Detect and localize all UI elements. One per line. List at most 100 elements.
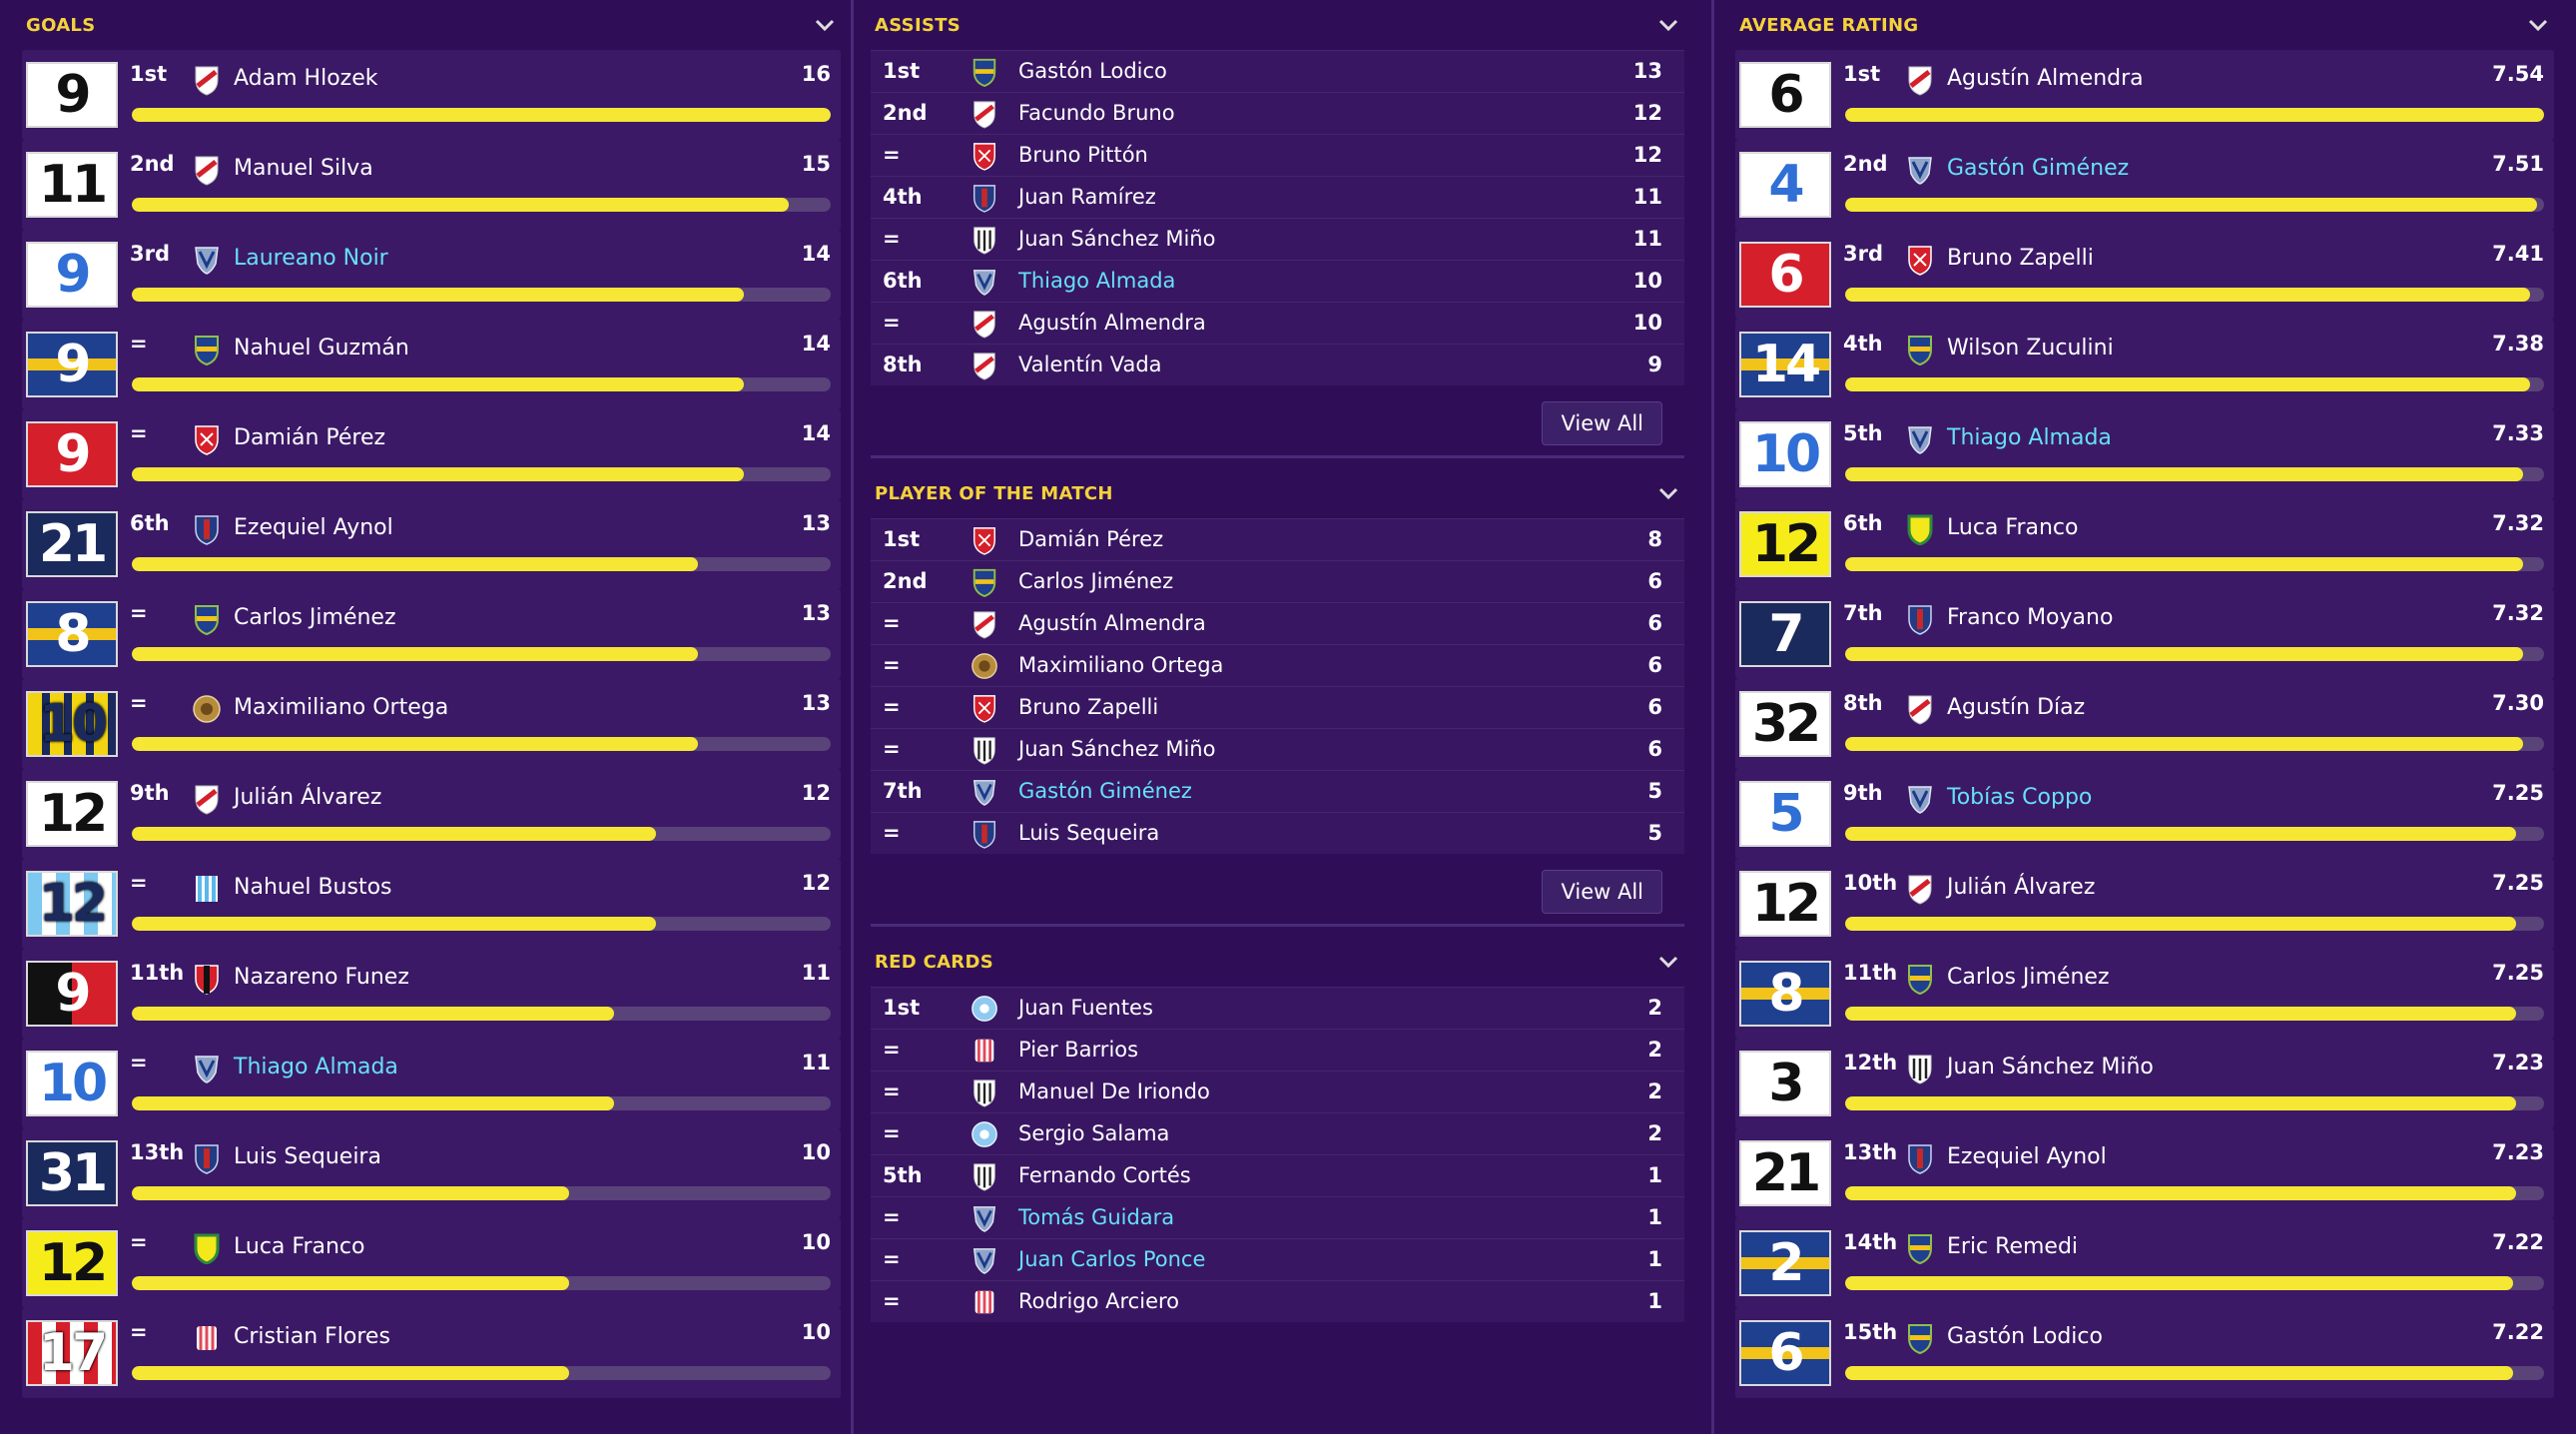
player-name-link[interactable]: Rodrigo Arciero [1018, 1289, 1180, 1313]
player-name-link[interactable]: Agustín Almendra [1947, 66, 2144, 91]
goals-row[interactable]: 9 11th Nazareno Funez 11 [22, 949, 841, 1039]
player-name-link[interactable]: Gastón Giménez [1947, 156, 2130, 181]
club-crest-icon[interactable] [192, 513, 222, 545]
player-name-link[interactable]: Agustín Almendra [1018, 611, 1206, 635]
club-crest-icon[interactable] [1905, 423, 1935, 455]
red_cards-row[interactable]: = Sergio Salama 2 [871, 1112, 1684, 1154]
player-name-link[interactable]: Carlos Jiménez [1018, 569, 1174, 593]
club-crest-icon[interactable] [970, 225, 998, 255]
club-crest-icon[interactable] [192, 334, 222, 366]
chevron-down-icon[interactable] [1656, 481, 1680, 505]
red_cards-row[interactable]: 1st Juan Fuentes 2 [871, 987, 1684, 1029]
potm-view-all-button[interactable]: View All [1542, 870, 1662, 914]
red_cards-row[interactable]: = Manuel De Iriondo 2 [871, 1071, 1684, 1112]
player-name-link[interactable]: Luis Sequeira [234, 1144, 381, 1169]
chevron-down-icon[interactable] [2526, 13, 2550, 37]
goals-row[interactable]: 12 9th Julián Álvarez 12 [22, 769, 841, 859]
rating-row[interactable]: 6 3rd Bruno Zapelli 7.41 [1735, 230, 2554, 320]
club-crest-icon[interactable] [1905, 154, 1935, 186]
red_cards-row[interactable]: 5th Fernando Cortés 1 [871, 1154, 1684, 1196]
club-crest-icon[interactable] [192, 64, 222, 96]
player-name-link[interactable]: Juan Fuentes [1018, 996, 1153, 1020]
player-name-link[interactable]: Bruno Pittón [1018, 143, 1148, 167]
player-name-link[interactable]: Carlos Jiménez [234, 605, 396, 630]
goals-row[interactable]: 8 = Carlos Jiménez 13 [22, 589, 841, 679]
club-crest-icon[interactable] [192, 1142, 222, 1174]
player-name-link[interactable]: Tomás Guidara [1018, 1205, 1175, 1229]
rating-row[interactable]: 14 4th Wilson Zuculini 7.38 [1735, 320, 2554, 409]
red_cards-row[interactable]: = Rodrigo Arciero 1 [871, 1280, 1684, 1322]
red_cards-row[interactable]: = Tomás Guidara 1 [871, 1196, 1684, 1238]
club-crest-icon[interactable] [970, 183, 998, 213]
player-name-link[interactable]: Agustín Díaz [1947, 695, 2086, 720]
club-crest-icon[interactable] [970, 994, 998, 1024]
player-name-link[interactable]: Ezequiel Aynol [1947, 1144, 2107, 1169]
player-name-link[interactable]: Julián Álvarez [234, 785, 382, 810]
club-crest-icon[interactable] [970, 141, 998, 171]
player-name-link[interactable]: Valentín Vada [1018, 353, 1162, 376]
club-crest-icon[interactable] [970, 609, 998, 639]
club-crest-icon[interactable] [970, 693, 998, 723]
club-crest-icon[interactable] [1905, 963, 1935, 996]
assists-row[interactable]: 2nd Facundo Bruno 12 [871, 92, 1684, 134]
potm-row[interactable]: = Luis Sequeira 5 [871, 812, 1684, 854]
player-name-link[interactable]: Damián Pérez [234, 425, 386, 450]
club-crest-icon[interactable] [1905, 1142, 1935, 1174]
player-name-link[interactable]: Cristian Flores [234, 1324, 390, 1349]
player-name-link[interactable]: Thiago Almada [1018, 269, 1176, 293]
club-crest-icon[interactable] [192, 783, 222, 815]
goals-row[interactable]: 10 = Thiago Almada 11 [22, 1039, 841, 1128]
player-name-link[interactable]: Gastón Giménez [1018, 779, 1192, 803]
club-crest-icon[interactable] [192, 154, 222, 186]
club-crest-icon[interactable] [192, 603, 222, 636]
club-crest-icon[interactable] [1905, 64, 1935, 96]
player-name-link[interactable]: Juan Sánchez Miño [1947, 1055, 2154, 1079]
player-name-link[interactable]: Franco Moyano [1947, 605, 2114, 630]
club-crest-icon[interactable] [970, 99, 998, 129]
rating-row[interactable]: 12 6th Luca Franco 7.32 [1735, 499, 2554, 589]
player-name-link[interactable]: Tobías Coppo [1947, 785, 2093, 810]
potm-row[interactable]: = Maximiliano Ortega 6 [871, 644, 1684, 686]
goals-row[interactable]: 9 = Nahuel Guzmán 14 [22, 320, 841, 409]
club-crest-icon[interactable] [1905, 783, 1935, 815]
club-crest-icon[interactable] [1905, 1322, 1935, 1355]
player-name-link[interactable]: Julián Álvarez [1947, 875, 2096, 900]
assists-view-all-button[interactable]: View All [1542, 401, 1662, 445]
club-crest-icon[interactable] [1905, 1232, 1935, 1265]
assists-row[interactable]: = Agustín Almendra 10 [871, 302, 1684, 344]
potm-row[interactable]: = Bruno Zapelli 6 [871, 686, 1684, 728]
club-crest-icon[interactable] [970, 57, 998, 87]
club-crest-icon[interactable] [970, 819, 998, 849]
club-crest-icon[interactable] [970, 1036, 998, 1066]
club-crest-icon[interactable] [970, 1245, 998, 1275]
club-crest-icon[interactable] [970, 567, 998, 597]
goals-row[interactable]: 21 6th Ezequiel Aynol 13 [22, 499, 841, 589]
potm-row[interactable]: = Agustín Almendra 6 [871, 602, 1684, 644]
player-name-link[interactable]: Nahuel Bustos [234, 875, 392, 900]
club-crest-icon[interactable] [1905, 693, 1935, 725]
player-name-link[interactable]: Bruno Zapelli [1018, 695, 1159, 719]
club-crest-icon[interactable] [192, 1053, 222, 1084]
club-crest-icon[interactable] [192, 873, 222, 905]
club-crest-icon[interactable] [970, 735, 998, 765]
rating-row[interactable]: 32 8th Agustín Díaz 7.30 [1735, 679, 2554, 769]
rating-row[interactable]: 21 13th Ezequiel Aynol 7.23 [1735, 1128, 2554, 1218]
player-name-link[interactable]: Bruno Zapelli [1947, 246, 2094, 271]
rating-row[interactable]: 3 12th Juan Sánchez Miño 7.23 [1735, 1039, 2554, 1128]
player-name-link[interactable]: Juan Ramírez [1018, 185, 1156, 209]
club-crest-icon[interactable] [192, 1322, 222, 1354]
potm-row[interactable]: 7th Gastón Giménez 5 [871, 770, 1684, 812]
assists-row[interactable]: = Bruno Pittón 12 [871, 134, 1684, 176]
goals-row[interactable]: 12 = Nahuel Bustos 12 [22, 859, 841, 949]
goals-row[interactable]: 9 3rd Laureano Noir 14 [22, 230, 841, 320]
player-name-link[interactable]: Thiago Almada [234, 1055, 398, 1079]
rating-row[interactable]: 5 9th Tobías Coppo 7.25 [1735, 769, 2554, 859]
club-crest-icon[interactable] [1905, 603, 1935, 635]
assists-row[interactable]: 1st Gastón Lodico 13 [871, 50, 1684, 92]
club-crest-icon[interactable] [192, 693, 222, 725]
rating-row[interactable]: 10 5th Thiago Almada 7.33 [1735, 409, 2554, 499]
player-name-link[interactable]: Gastón Lodico [1947, 1324, 2103, 1349]
rating-row[interactable]: 2 14th Eric Remedi 7.22 [1735, 1218, 2554, 1308]
goals-row[interactable]: 17 = Cristian Flores 10 [22, 1308, 841, 1398]
chevron-down-icon[interactable] [1656, 950, 1680, 974]
